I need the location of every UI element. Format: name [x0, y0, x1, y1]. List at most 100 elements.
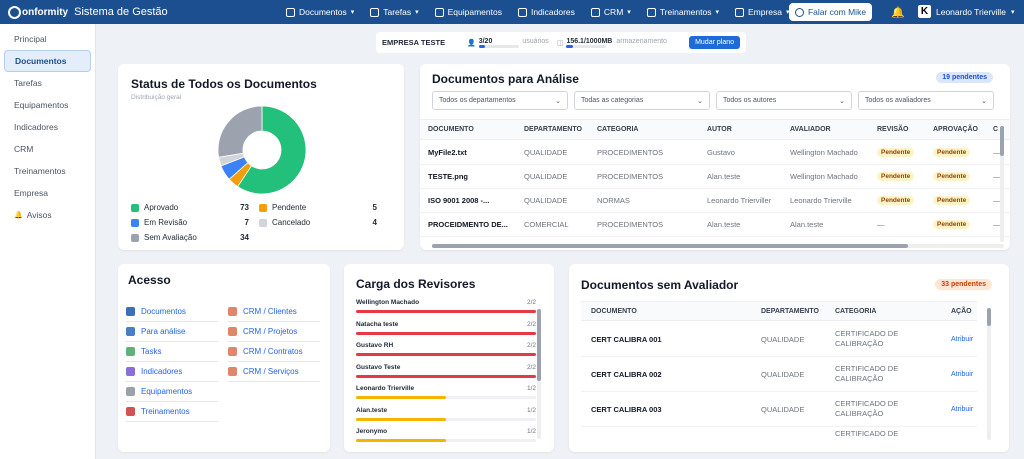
- sidebar-item-documentos[interactable]: Documentos: [4, 50, 91, 72]
- table-cell: —: [993, 189, 1001, 212]
- table-cell: CERTIFICADO DE CALIBRAÇÃO: [835, 357, 898, 391]
- filter-select[interactable]: Todos os departamentos ⌄: [432, 91, 568, 110]
- table-cell: Leonardo Trierville: [790, 189, 852, 212]
- access-link-icon: [126, 327, 135, 336]
- column-header: DOCUMENTO: [428, 126, 474, 133]
- assign-link[interactable]: Atribuir: [951, 370, 974, 378]
- nav-item-equipamentos[interactable]: Equipamentos: [434, 7, 502, 17]
- analysis-horizontal-scrollbar[interactable]: [432, 244, 1004, 248]
- table-cell: Pendente: [933, 165, 971, 188]
- chevron-down-icon: ▾: [715, 9, 719, 16]
- sidebar-item-crm[interactable]: CRM: [4, 138, 91, 160]
- table-row[interactable]: CERT CALIBRA 001 QUALIDADE CERTIFICADO DE C…: [581, 322, 977, 357]
- cell-text: —: [993, 172, 1001, 181]
- document-name[interactable]: TESTE.png: [428, 172, 468, 181]
- analysis-scroll-thumb[interactable]: [432, 244, 908, 248]
- nav-item-documentos[interactable]: Documentos ▾: [286, 7, 354, 17]
- sidebar-item-treinamentos[interactable]: Treinamentos: [4, 160, 91, 182]
- table-cell: PROCEDIMENTOS: [597, 165, 663, 188]
- nav-item-tarefas[interactable]: Tarefas ▾: [370, 7, 419, 17]
- table-row[interactable]: PROCEIDMENTO DE... COMERCIAL PROCEDIMENTOS…: [420, 213, 1010, 237]
- document-name[interactable]: PROCEIDMENTO DE...: [428, 220, 508, 229]
- cell-text: NORMAS: [597, 196, 630, 205]
- nav-item-crm[interactable]: CRM ▾: [590, 7, 631, 17]
- legend-entry: Cancelado 4: [259, 218, 387, 227]
- status-legend: Aprovado 73 Pendente 5 Em Revisão 7 Cancelado 4…: [131, 200, 387, 245]
- table-cell: CERT CALIBRA 002: [591, 357, 662, 391]
- donut-slice-aprovado[interactable]: [237, 105, 307, 195]
- category-line-1: CERTIFICADO DE: [835, 364, 899, 373]
- legend-value: 7: [244, 218, 249, 227]
- table-row[interactable]: ISO 9001 2008 -... QUALIDADE NORMAS Leonard…: [420, 189, 1010, 213]
- table-cell: Pendente: [933, 189, 971, 212]
- sidebar-item-indicadores[interactable]: Indicadores: [4, 116, 91, 138]
- access-link-crm-servi-os[interactable]: CRM / Serviços: [228, 362, 320, 382]
- access-link-crm-projetos[interactable]: CRM / Projetos: [228, 322, 320, 342]
- document-name[interactable]: MyFile2.txt: [428, 148, 467, 157]
- access-link-crm-contratos[interactable]: CRM / Contratos: [228, 342, 320, 362]
- sidebar-item-tarefas[interactable]: Tarefas: [4, 72, 91, 94]
- department: QUALIDADE: [761, 369, 805, 379]
- access-link-crm-clientes[interactable]: CRM / Clientes: [228, 302, 320, 322]
- category-line-1: CERTIFICADO DE: [835, 429, 899, 438]
- table-cell: COMERCIAL: [524, 213, 569, 236]
- status-pill: Pendente: [877, 148, 915, 157]
- table-cell: —: [993, 141, 1001, 164]
- table-row[interactable]: CERT CALIBRA 002 QUALIDADE CERTIFICADO DE C…: [581, 357, 977, 392]
- reviewer-count: 1/2: [526, 428, 536, 435]
- sidebar-item-principal[interactable]: Principal: [4, 28, 91, 50]
- user-menu[interactable]: K Leonardo Trierville ▾: [918, 5, 1014, 18]
- access-link-documentos[interactable]: Documentos: [126, 302, 218, 322]
- access-link-treinamentos[interactable]: Treinamentos: [126, 402, 218, 422]
- document-icon: [286, 7, 295, 17]
- access-link-indicadores[interactable]: Indicadores: [126, 362, 218, 382]
- nav-item-indicadores[interactable]: Indicadores: [517, 7, 575, 17]
- user-name: Leonardo Trierville: [936, 6, 1006, 17]
- access-link-icon: [228, 307, 237, 316]
- assign-link[interactable]: Atribuir: [951, 335, 974, 343]
- document-name[interactable]: CERT CALIBRA 003: [591, 404, 662, 414]
- table-cell: Pendente: [877, 189, 915, 212]
- filter-select[interactable]: Todas as categorias ⌄: [574, 91, 710, 110]
- table-row[interactable]: MyFile2.txt QUALIDADE PROCEDIMENTOS Gustavo…: [420, 141, 1010, 165]
- status-card: Status de Todos os Documentos Distribuiç…: [118, 64, 404, 250]
- building-icon: [734, 7, 744, 17]
- access-link-label: CRM / Contratos: [243, 347, 303, 356]
- assign-link[interactable]: Atribuir: [951, 405, 974, 413]
- table-row[interactable]: CERTIFICADO DE: [581, 427, 977, 452]
- document-name[interactable]: CERT CALIBRA 001: [591, 334, 662, 344]
- sidebar-item-equipamentos[interactable]: Equipamentos: [4, 94, 91, 116]
- reviewer-load-bar: [356, 374, 536, 378]
- change-plan-button[interactable]: Mudar plano: [689, 36, 740, 49]
- nav-item-treinamentos[interactable]: Treinamentos ▾: [646, 7, 719, 17]
- document-name[interactable]: CERT CALIBRA 002: [591, 369, 662, 379]
- access-link-equipamentos[interactable]: Equipamentos: [126, 382, 218, 402]
- sidebar-item-label: Treinamentos: [14, 166, 66, 176]
- table-row[interactable]: CERT CALIBRA 003 QUALIDADE CERTIFICADO DE C…: [581, 392, 977, 427]
- no-evaluator-scrollbar[interactable]: [987, 308, 991, 440]
- document-name[interactable]: ISO 9001 2008 -...: [428, 196, 490, 205]
- access-link-tasks[interactable]: Tasks: [126, 342, 218, 362]
- sidebar-item-empresa[interactable]: Empresa: [4, 182, 91, 204]
- people-icon: [646, 7, 656, 17]
- status-pill: Pendente: [933, 220, 971, 229]
- filter-select[interactable]: Todos os autores ⌄: [716, 91, 852, 110]
- reviewers-scroll-thumb[interactable]: [537, 309, 541, 381]
- reviewers-scrollbar[interactable]: [537, 309, 541, 439]
- access-link-para-an-lise[interactable]: Para análise: [126, 322, 218, 342]
- donut-slice-sem-avaliação[interactable]: [217, 105, 263, 158]
- nav-item-empresa[interactable]: Empresa ▾: [734, 7, 790, 17]
- users-label: usuários: [522, 37, 549, 45]
- logo[interactable]: onformity Sistema de Gestão: [8, 5, 168, 19]
- analysis-vertical-scrollbar[interactable]: [1000, 126, 1004, 242]
- analysis-vscroll-thumb[interactable]: [1000, 126, 1004, 156]
- user-icon: 👤: [467, 39, 476, 47]
- talk-with-mike-button[interactable]: Falar com Mike: [789, 3, 872, 21]
- access-link-label: Para análise: [141, 327, 186, 336]
- filter-select[interactable]: Todos os avaliadores ⌄: [858, 91, 994, 110]
- cell-text: —: [993, 196, 1001, 205]
- no-evaluator-scroll-thumb[interactable]: [987, 308, 991, 326]
- table-row[interactable]: TESTE.png QUALIDADE PROCEDIMENTOS Alan.test…: [420, 165, 1010, 189]
- sidebar-item-avisos[interactable]: 🔔 Avisos: [4, 204, 91, 226]
- notifications-bell-icon[interactable]: 🔔: [891, 7, 905, 19]
